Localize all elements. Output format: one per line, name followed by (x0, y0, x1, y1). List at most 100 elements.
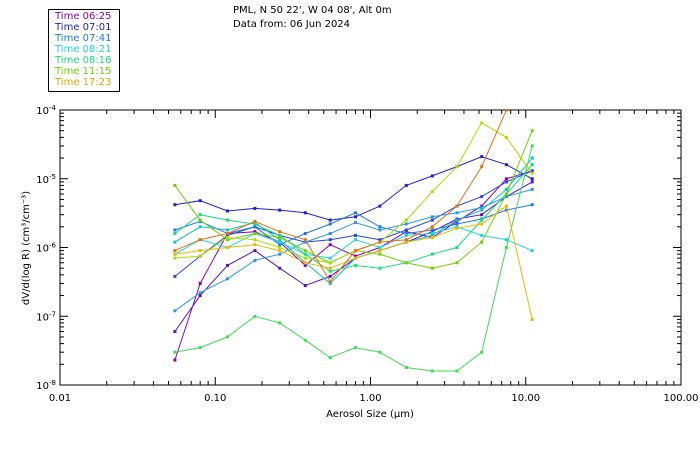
data-point (303, 263, 307, 267)
data-point (226, 277, 229, 281)
data-point (328, 280, 332, 283)
data-point (253, 243, 257, 247)
data-point (504, 204, 508, 208)
data-point (253, 258, 257, 262)
data-point (198, 281, 202, 285)
data-point (198, 213, 202, 217)
data-point (173, 256, 177, 260)
data-point (480, 121, 484, 125)
data-point (378, 238, 382, 242)
data-point (173, 252, 177, 256)
data-point (226, 236, 229, 239)
data-point (328, 256, 332, 260)
data-point (328, 356, 332, 360)
data-point (354, 346, 357, 350)
x-axis-label: Aerosol Size (μm) (326, 409, 414, 420)
data-point (328, 266, 332, 270)
data-point (530, 156, 534, 160)
data-point (173, 309, 177, 313)
data-point (328, 243, 332, 247)
data-point (480, 218, 484, 222)
data-point (455, 204, 459, 208)
data-point (404, 232, 408, 235)
tick-labels: 0.01 0.10 1.00 10.00 100.00 10-8 10-7 10-6 10-5 1… (36, 104, 698, 404)
data-point (328, 232, 332, 235)
data-point (253, 225, 257, 229)
legend-item: Time 11:15 (55, 66, 112, 77)
data-point (404, 222, 408, 226)
data-point (226, 246, 229, 249)
data-date: Data from: 06 Jun 2024 (233, 19, 351, 30)
data-point (253, 249, 257, 253)
data-point (173, 228, 177, 232)
data-point (226, 228, 229, 232)
data-point (354, 211, 357, 215)
data-point (378, 228, 382, 232)
axis-ticks (59, 110, 681, 386)
data-point (303, 249, 307, 253)
data-point (354, 254, 357, 258)
data-point (530, 144, 534, 148)
data-point (253, 206, 257, 210)
data-point (530, 163, 534, 167)
data-point (253, 230, 257, 234)
legend-item: Time 08:21 (55, 44, 112, 55)
data-point (530, 169, 534, 173)
data-point (173, 240, 177, 244)
data-point (404, 183, 408, 187)
data-point (480, 165, 484, 169)
data-point (404, 366, 408, 369)
data-point (198, 346, 202, 350)
data-point (530, 187, 534, 191)
data-point (354, 238, 357, 242)
data-point (354, 233, 357, 237)
data-point (480, 222, 484, 226)
data-point (354, 249, 357, 253)
data-point (430, 236, 434, 239)
legend-item: Time 08:16 (55, 55, 112, 66)
series-line (174, 110, 508, 283)
data-point (173, 350, 177, 354)
data-point (303, 232, 307, 235)
data-point (303, 256, 307, 260)
data-point (530, 180, 534, 184)
data-point (455, 222, 459, 226)
data-point (504, 163, 508, 167)
data-point (173, 330, 177, 333)
data-point (328, 269, 332, 273)
data-point (480, 240, 484, 244)
x-tick-label: 1.00 (359, 393, 381, 404)
data-point (354, 256, 357, 260)
data-point (303, 238, 307, 242)
y-tick-label: 10-5 (36, 173, 56, 186)
data-point (404, 238, 408, 242)
data-point (480, 213, 484, 217)
data-point (198, 238, 202, 242)
data-series (173, 76, 534, 373)
data-point (354, 215, 357, 219)
series-line (174, 122, 533, 264)
data-point (430, 232, 434, 235)
data-point (303, 338, 307, 342)
data-point (378, 225, 382, 229)
data-point (530, 203, 534, 207)
data-point (480, 206, 484, 210)
data-point (226, 209, 229, 213)
x-tick-label: 10.00 (511, 393, 540, 404)
data-point (378, 266, 382, 270)
data-point (198, 294, 202, 298)
data-point (504, 246, 508, 249)
data-point (378, 252, 382, 256)
data-point (480, 195, 484, 199)
data-point (253, 232, 257, 235)
data-point (378, 240, 382, 244)
data-point (531, 76, 534, 79)
data-point (504, 192, 508, 196)
data-point (226, 233, 229, 237)
data-point (173, 249, 177, 253)
data-point (455, 211, 459, 215)
data-point (504, 180, 508, 184)
data-point (504, 195, 508, 199)
y-tick-label: 10-7 (36, 310, 56, 323)
